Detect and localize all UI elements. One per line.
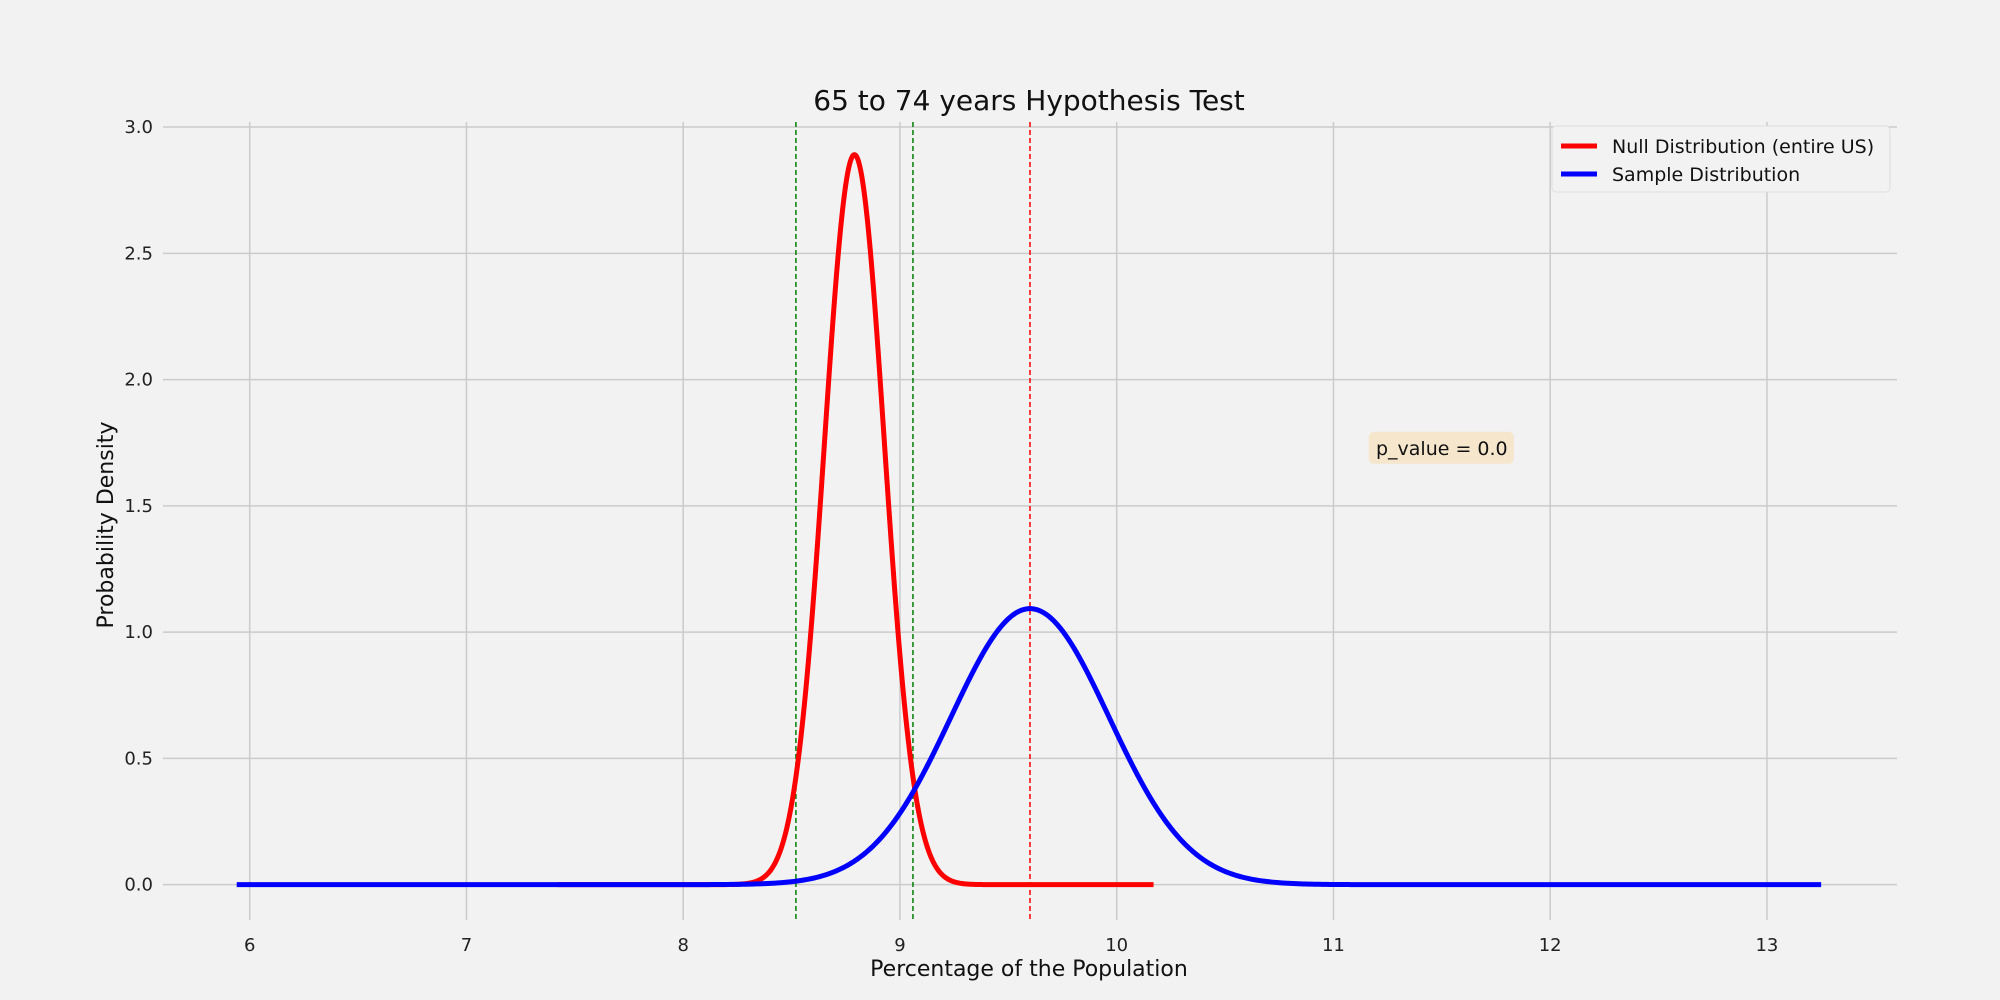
sample-distribution-line	[236, 606, 1822, 888]
annotation-text: p_value = 0.0	[1376, 438, 1508, 460]
y-tick-labels: 0.0 0.5 1.0 1.5 2.0 2.5 3.0	[124, 117, 153, 896]
y-tick-label: 1.5	[124, 496, 153, 517]
x-tick-label: 10	[1105, 935, 1128, 956]
x-tick-label: 12	[1539, 935, 1562, 956]
legend-box	[1551, 125, 1891, 193]
x-tick-labels: 6 7 8 9 10 11 12 13	[244, 935, 1778, 956]
y-tick-label: 0.0	[124, 875, 153, 896]
x-tick-label: 6	[244, 935, 255, 956]
x-tick-label: 9	[894, 935, 905, 956]
x-tick-label: 11	[1322, 935, 1345, 956]
y-tick-label: 2.0	[124, 370, 153, 391]
legend-label-null: Null Distribution (entire US)	[1612, 136, 1874, 158]
y-tick-label: 3.0	[124, 117, 153, 138]
x-tick-label: 8	[677, 935, 688, 956]
annotation-box	[1368, 431, 1514, 464]
x-tick-label: 7	[461, 935, 472, 956]
p-value-annotation: p_value = 0.0	[1368, 431, 1514, 464]
x-axis-label: Percentage of the Population	[870, 957, 1188, 982]
x-tick-label: 13	[1755, 935, 1778, 956]
chart-title: 65 to 74 years Hypothesis Test	[813, 84, 1245, 117]
series-lines	[236, 152, 1822, 888]
legend: Null Distribution (entire US) Sample Dis…	[1551, 125, 1891, 193]
y-tick-label: 2.5	[124, 243, 153, 264]
legend-label-sample: Sample Distribution	[1612, 164, 1800, 186]
y-tick-label: 0.5	[124, 748, 153, 769]
y-axis-label: Probability Density	[94, 422, 119, 629]
y-tick-label: 1.0	[124, 622, 153, 643]
